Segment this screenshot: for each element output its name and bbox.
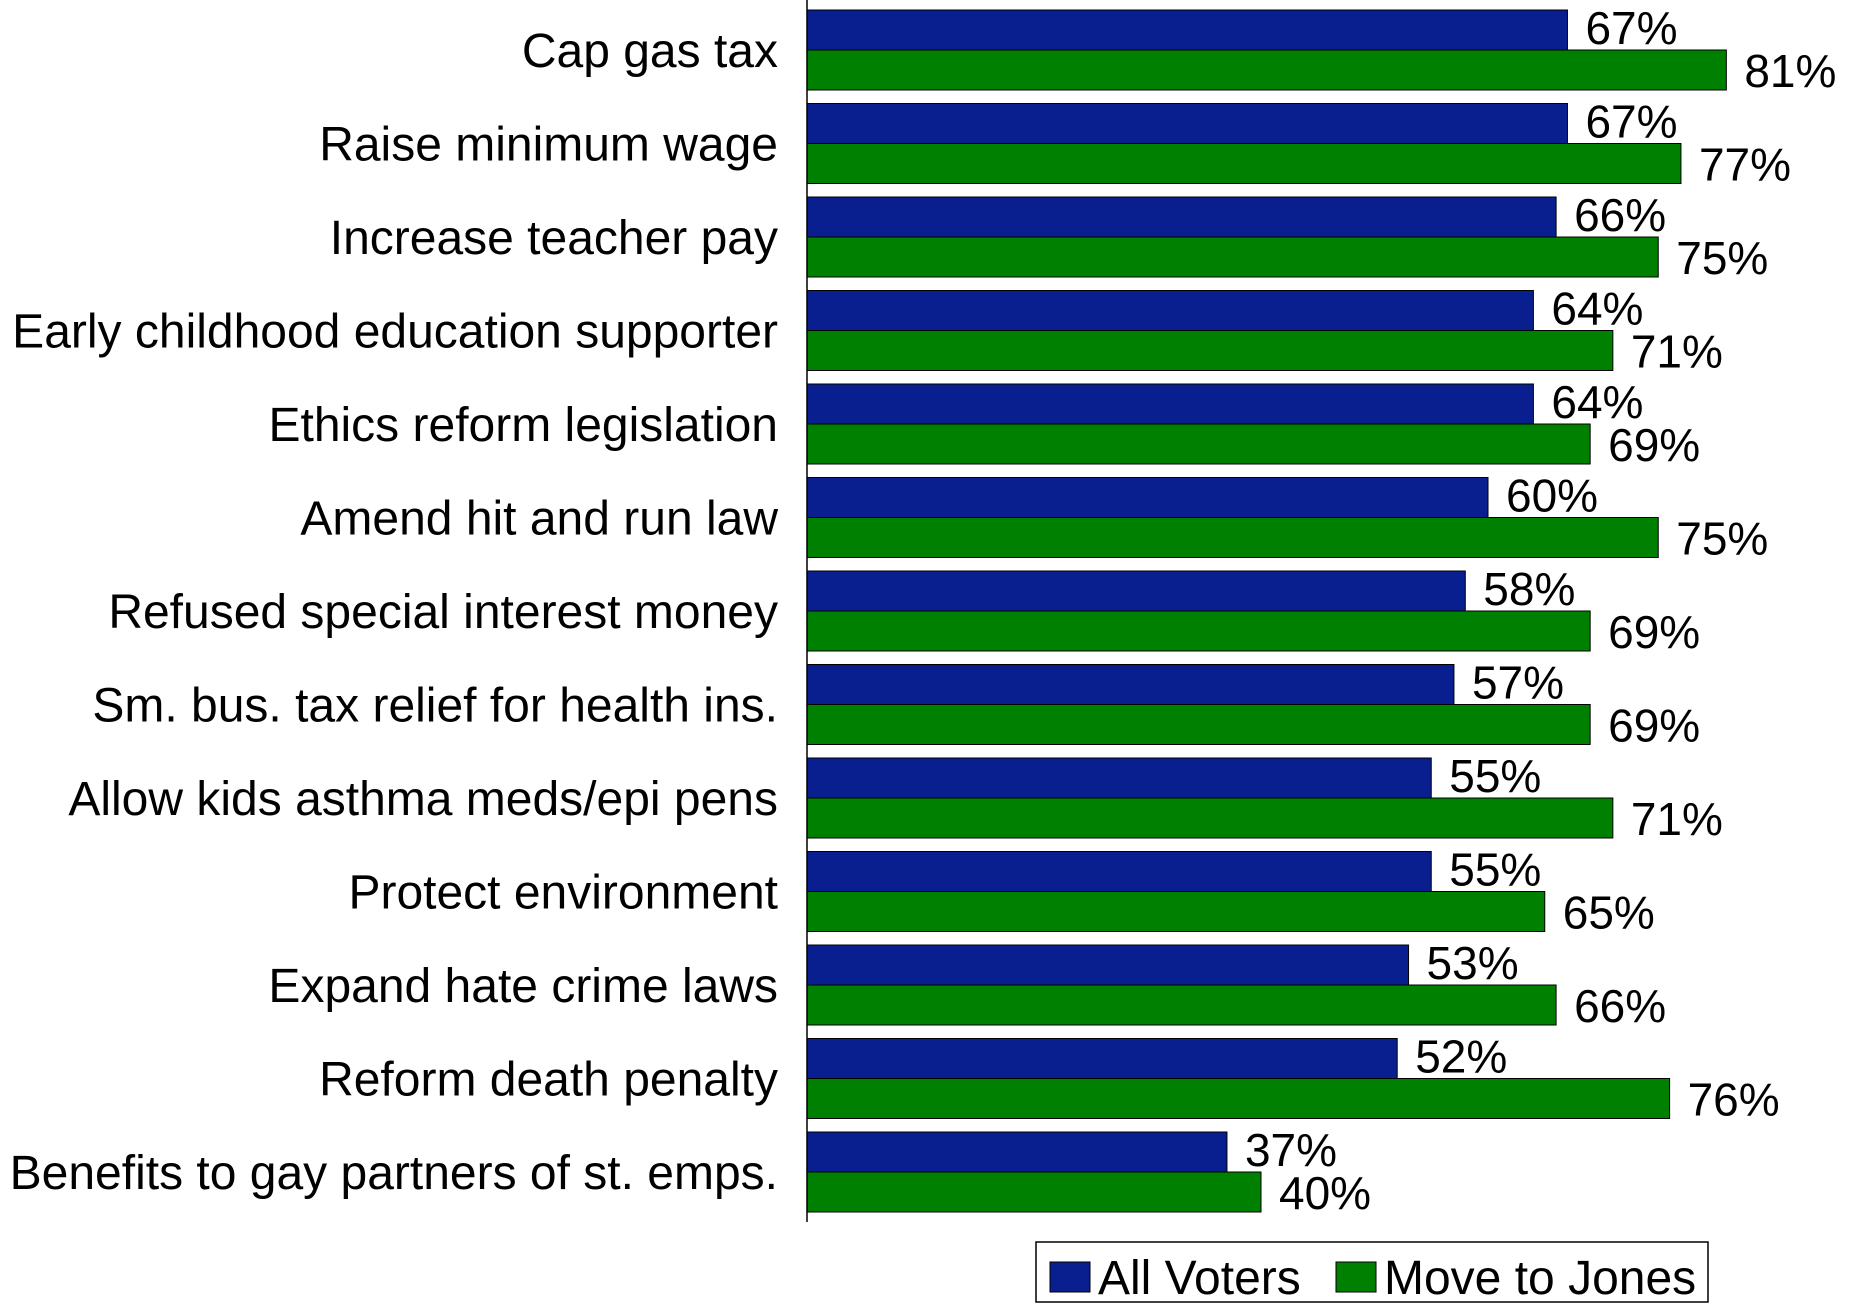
- category-label-sm-bus-tax-relief-for-health-ins: Sm. bus. tax relief for health ins.: [92, 680, 778, 733]
- legend-swatch-all-voters: [1049, 1261, 1091, 1293]
- data-label-all-voters-allow-kids-asthma-meds-epi-pens: 55%: [1449, 750, 1541, 802]
- data-label-move-to-jones-reform-death-penalty: 76%: [1688, 1074, 1780, 1126]
- category-label-allow-kids-asthma-meds-epi-pens: Allow kids asthma meds/epi pens: [68, 773, 778, 826]
- category-label-reform-death-penalty: Reform death penalty: [319, 1054, 778, 1107]
- data-label-all-voters-sm-bus-tax-relief-for-health-ins: 57%: [1472, 657, 1564, 709]
- bar-all-voters-expand-hate-crime-laws: [806, 944, 1410, 986]
- bar-all-voters-amend-hit-and-run-law: [806, 477, 1489, 518]
- data-label-all-voters-benefits-to-gay-partners-of-st-emps: 37%: [1245, 1124, 1337, 1176]
- bar-move-to-jones-expand-hate-crime-laws: [806, 984, 1557, 1026]
- category-label-benefits-to-gay-partners-of-st-emps: Benefits to gay partners of st. emps.: [10, 1147, 778, 1200]
- labels-layer: Cap gas tax 67% 81% Raise minimum wage 67% 77…: [10, 2, 1837, 1219]
- bar-move-to-jones-reform-death-penalty: [806, 1078, 1671, 1119]
- data-label-move-to-jones-expand-hate-crime-laws: 66%: [1574, 980, 1666, 1032]
- bar-all-voters-raise-minimum-wage: [806, 103, 1568, 144]
- bar-all-voters-early-childhood-education-supporter: [806, 290, 1534, 331]
- bar-all-voters-cap-gas-tax: [806, 9, 1568, 51]
- data-label-all-voters-refused-special-interest-money: 58%: [1483, 563, 1575, 615]
- data-label-move-to-jones-early-childhood-education-supporter: 71%: [1631, 326, 1723, 378]
- bar-move-to-jones-protect-environment: [806, 891, 1546, 932]
- bar-all-voters-refused-special-interest-money: [806, 570, 1466, 612]
- data-label-move-to-jones-protect-environment: 65%: [1563, 887, 1655, 939]
- category-label-refused-special-interest-money: Refused special interest money: [108, 586, 778, 639]
- bar-move-to-jones-raise-minimum-wage: [806, 143, 1682, 184]
- category-label-cap-gas-tax: Cap gas tax: [522, 25, 778, 78]
- bar-move-to-jones-cap-gas-tax: [806, 49, 1727, 91]
- legend-label-all-voters: All Voters: [1098, 1252, 1301, 1303]
- category-label-raise-minimum-wage: Raise minimum wage: [319, 119, 778, 172]
- data-label-move-to-jones-sm-bus-tax-relief-for-health-ins: 69%: [1608, 700, 1700, 752]
- category-label-ethics-reform-legislation: Ethics reform legislation: [268, 399, 778, 452]
- bar-all-voters-reform-death-penalty: [806, 1038, 1398, 1079]
- legend: All Voters Move to Jones: [1035, 1241, 1709, 1305]
- data-label-move-to-jones-ethics-reform-legislation: 69%: [1608, 419, 1700, 471]
- bar-move-to-jones-benefits-to-gay-partners-of-st-emps: [806, 1171, 1262, 1213]
- bar-all-voters-allow-kids-asthma-meds-epi-pens: [806, 757, 1432, 799]
- bar-all-voters-increase-teacher-pay: [806, 196, 1557, 238]
- category-label-protect-environment: Protect environment: [348, 867, 778, 920]
- bar-move-to-jones-sm-bus-tax-relief-for-health-ins: [806, 704, 1591, 745]
- bar-all-voters-sm-bus-tax-relief-for-health-ins: [806, 664, 1455, 705]
- data-label-all-voters-amend-hit-and-run-law: 60%: [1506, 470, 1598, 522]
- data-label-move-to-jones-allow-kids-asthma-meds-epi-pens: 71%: [1631, 793, 1723, 845]
- data-label-all-voters-reform-death-penalty: 52%: [1415, 1031, 1507, 1083]
- bar-all-voters-protect-environment: [806, 851, 1432, 892]
- data-label-move-to-jones-benefits-to-gay-partners-of-st-emps: 40%: [1279, 1167, 1371, 1219]
- category-label-expand-hate-crime-laws: Expand hate crime laws: [268, 960, 778, 1013]
- category-label-early-childhood-education-supporter: Early childhood education supporter: [12, 306, 778, 359]
- data-label-all-voters-cap-gas-tax: 67%: [1585, 2, 1677, 54]
- data-label-all-voters-early-childhood-education-supporter: 64%: [1551, 283, 1643, 335]
- bar-move-to-jones-early-childhood-education-supporter: [806, 330, 1614, 371]
- data-label-all-voters-increase-teacher-pay: 66%: [1574, 189, 1666, 241]
- category-label-amend-hit-and-run-law: Amend hit and run law: [300, 493, 778, 546]
- legend-swatch-move-to-jones: [1335, 1261, 1377, 1293]
- data-label-move-to-jones-increase-teacher-pay: 75%: [1676, 232, 1768, 284]
- data-label-all-voters-raise-minimum-wage: 67%: [1585, 96, 1677, 148]
- bar-all-voters-benefits-to-gay-partners-of-st-emps: [806, 1131, 1228, 1173]
- bar-move-to-jones-amend-hit-and-run-law: [806, 517, 1659, 558]
- data-label-move-to-jones-raise-minimum-wage: 77%: [1699, 139, 1791, 191]
- data-label-move-to-jones-amend-hit-and-run-law: 75%: [1676, 513, 1768, 565]
- bar-move-to-jones-allow-kids-asthma-meds-epi-pens: [806, 797, 1614, 839]
- data-label-all-voters-protect-environment: 55%: [1449, 844, 1541, 896]
- bar-all-voters-ethics-reform-legislation: [806, 383, 1534, 425]
- bars-layer: [806, 9, 1727, 1213]
- data-label-all-voters-ethics-reform-legislation: 64%: [1551, 376, 1643, 428]
- data-label-move-to-jones-refused-special-interest-money: 69%: [1608, 606, 1700, 658]
- legend-label-move-to-jones: Move to Jones: [1384, 1252, 1696, 1303]
- bar-move-to-jones-refused-special-interest-money: [806, 610, 1591, 652]
- bar-move-to-jones-ethics-reform-legislation: [806, 423, 1591, 465]
- category-label-increase-teacher-pay: Increase teacher pay: [330, 212, 778, 265]
- data-label-move-to-jones-cap-gas-tax: 81%: [1744, 45, 1836, 97]
- bar-move-to-jones-increase-teacher-pay: [806, 236, 1659, 278]
- data-label-all-voters-expand-hate-crime-laws: 53%: [1427, 937, 1519, 989]
